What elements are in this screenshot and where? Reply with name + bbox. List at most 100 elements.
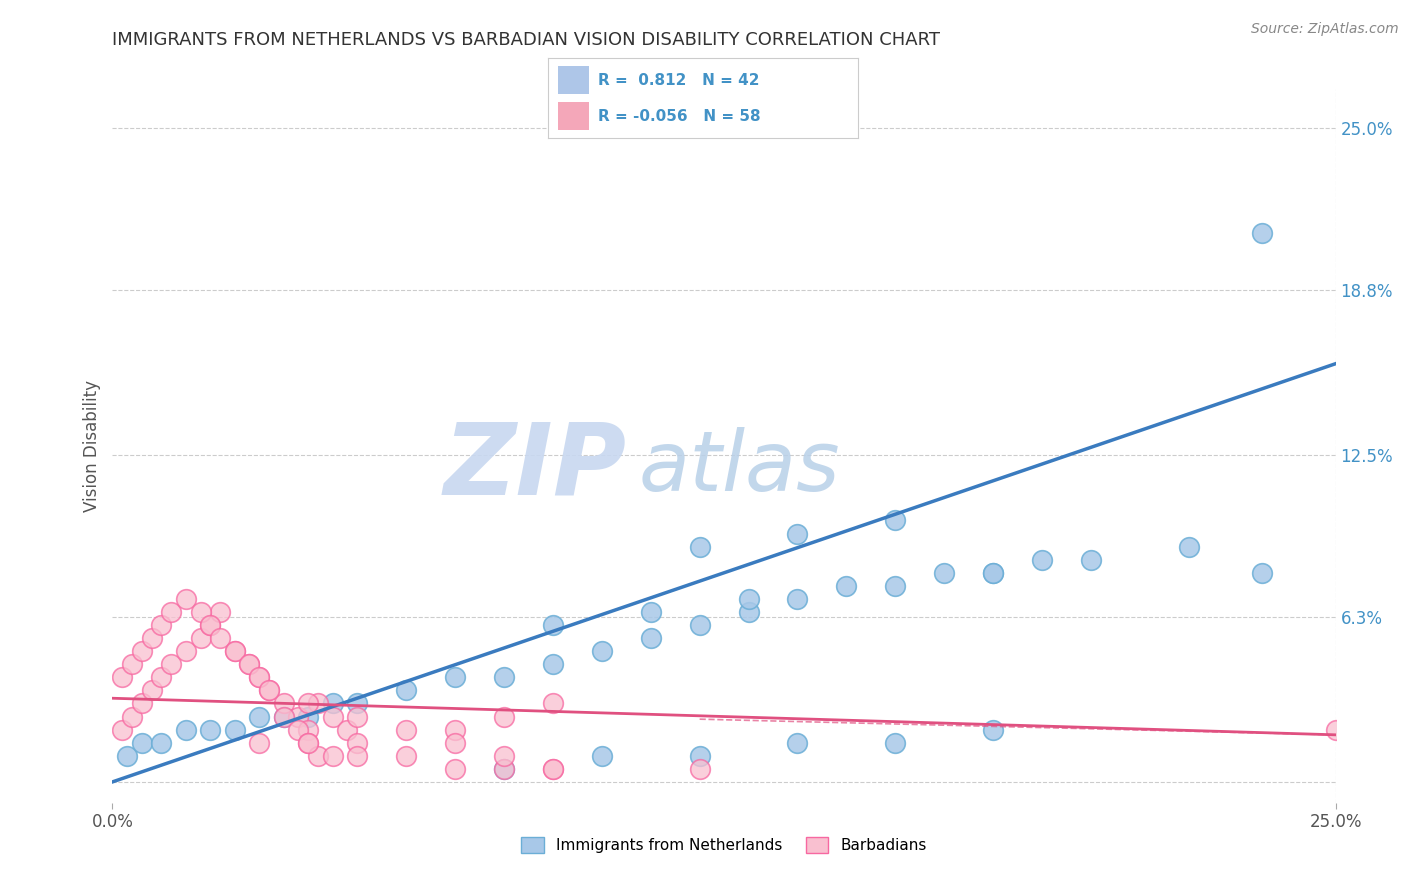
Point xyxy=(541,762,564,776)
Point xyxy=(322,709,344,723)
Point xyxy=(444,762,467,776)
Text: ZIP: ZIP xyxy=(443,419,626,516)
Point xyxy=(238,657,260,672)
Point xyxy=(247,670,270,684)
Point xyxy=(115,748,138,763)
Point xyxy=(141,683,163,698)
Point xyxy=(492,670,515,684)
Point xyxy=(541,762,564,776)
Point xyxy=(273,709,295,723)
Point xyxy=(884,514,907,528)
Point xyxy=(141,631,163,645)
Point xyxy=(209,605,232,619)
Point xyxy=(541,697,564,711)
Point xyxy=(640,605,662,619)
Point xyxy=(190,631,212,645)
Point xyxy=(786,526,808,541)
Point xyxy=(209,631,232,645)
Point xyxy=(238,657,260,672)
Point xyxy=(322,748,344,763)
Point xyxy=(1178,540,1201,554)
Point xyxy=(150,736,173,750)
Y-axis label: Vision Disability: Vision Disability xyxy=(83,380,101,512)
Point xyxy=(297,723,319,737)
Point xyxy=(174,591,197,606)
Point xyxy=(346,697,368,711)
Point xyxy=(174,644,197,658)
Point xyxy=(121,657,143,672)
Point xyxy=(591,644,613,658)
Point xyxy=(307,697,329,711)
Point xyxy=(160,657,183,672)
Point xyxy=(1031,552,1053,566)
Point xyxy=(492,748,515,763)
Point xyxy=(287,723,309,737)
Point xyxy=(257,683,280,698)
Point xyxy=(297,736,319,750)
Point xyxy=(395,748,418,763)
Point xyxy=(307,748,329,763)
Point xyxy=(150,618,173,632)
Point xyxy=(786,591,808,606)
Point xyxy=(640,631,662,645)
Point xyxy=(492,762,515,776)
Point xyxy=(444,670,467,684)
Point xyxy=(297,709,319,723)
Point xyxy=(224,644,246,658)
Point xyxy=(541,657,564,672)
Point xyxy=(121,709,143,723)
Point xyxy=(273,697,295,711)
Point xyxy=(190,605,212,619)
Point xyxy=(689,748,711,763)
Point xyxy=(200,723,222,737)
Point xyxy=(1251,226,1274,240)
Point xyxy=(287,709,309,723)
Point xyxy=(200,618,222,632)
Point xyxy=(224,644,246,658)
Point xyxy=(884,579,907,593)
Point xyxy=(224,723,246,737)
Point xyxy=(111,723,134,737)
Point xyxy=(1324,723,1347,737)
Point xyxy=(541,618,564,632)
Point xyxy=(322,697,344,711)
Point xyxy=(1251,566,1274,580)
Point xyxy=(444,736,467,750)
Point xyxy=(492,762,515,776)
Point xyxy=(444,723,467,737)
Point xyxy=(934,566,956,580)
Point xyxy=(395,683,418,698)
Point xyxy=(689,762,711,776)
Point xyxy=(981,566,1004,580)
Text: Source: ZipAtlas.com: Source: ZipAtlas.com xyxy=(1251,22,1399,37)
Point xyxy=(591,748,613,763)
Point xyxy=(492,709,515,723)
Point xyxy=(981,566,1004,580)
Point xyxy=(737,605,759,619)
Point xyxy=(336,723,359,737)
Point xyxy=(273,709,295,723)
Point xyxy=(247,736,270,750)
Point xyxy=(346,736,368,750)
Point xyxy=(884,736,907,750)
Point xyxy=(160,605,183,619)
Point xyxy=(131,697,153,711)
Point xyxy=(297,736,319,750)
Text: atlas: atlas xyxy=(638,427,841,508)
Point xyxy=(786,736,808,750)
Point xyxy=(247,709,270,723)
Text: IMMIGRANTS FROM NETHERLANDS VS BARBADIAN VISION DISABILITY CORRELATION CHART: IMMIGRANTS FROM NETHERLANDS VS BARBADIAN… xyxy=(112,31,941,49)
Point xyxy=(111,670,134,684)
Bar xyxy=(558,103,589,130)
Point xyxy=(395,723,418,737)
Legend: Immigrants from Netherlands, Barbadians: Immigrants from Netherlands, Barbadians xyxy=(515,831,934,859)
Point xyxy=(131,644,153,658)
Point xyxy=(835,579,858,593)
Point xyxy=(174,723,197,737)
Bar xyxy=(558,66,589,95)
Point xyxy=(346,709,368,723)
Point xyxy=(131,736,153,750)
Point xyxy=(200,618,222,632)
Text: R =  0.812   N = 42: R = 0.812 N = 42 xyxy=(598,73,759,88)
Text: R = -0.056   N = 58: R = -0.056 N = 58 xyxy=(598,109,761,124)
